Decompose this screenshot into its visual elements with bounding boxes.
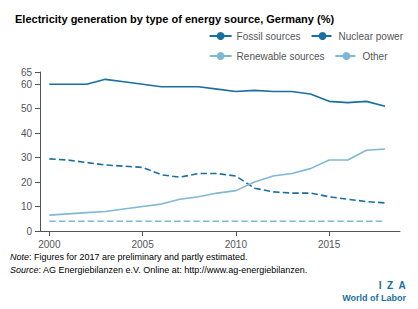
svg-text:30: 30: [21, 152, 33, 163]
svg-text:Electricity generation by type: Electricity generation by type of energy…: [15, 13, 334, 25]
svg-text:: AG Energiebilanzen e.V. Onli: : AG Energiebilanzen e.V. Online at: htt…: [39, 265, 308, 275]
svg-text:Note: Note: [10, 252, 29, 262]
svg-text:2015: 2015: [318, 239, 341, 250]
svg-text:Renewable sources: Renewable sources: [237, 51, 325, 62]
svg-text:65: 65: [21, 67, 33, 78]
svg-text:20: 20: [21, 177, 33, 188]
svg-text:2005: 2005: [131, 239, 154, 250]
svg-text:40: 40: [21, 128, 33, 139]
svg-text:2000: 2000: [38, 239, 61, 250]
svg-text:: Figures for 2017 are prelimi: : Figures for 2017 are preliminary and p…: [29, 252, 248, 262]
svg-text:World of Labor: World of Labor: [342, 293, 406, 303]
svg-text:0: 0: [26, 226, 32, 237]
svg-text:Source: Source: [10, 265, 39, 275]
svg-text:Other: Other: [362, 51, 388, 62]
svg-text:Fossil sources: Fossil sources: [237, 31, 301, 42]
svg-text:60: 60: [21, 79, 33, 90]
svg-text:50: 50: [21, 103, 33, 114]
svg-text:10: 10: [21, 201, 33, 212]
svg-text:Nuclear power: Nuclear power: [339, 31, 404, 42]
svg-text:2010: 2010: [225, 239, 248, 250]
svg-text:I Z A: I Z A: [379, 280, 406, 291]
